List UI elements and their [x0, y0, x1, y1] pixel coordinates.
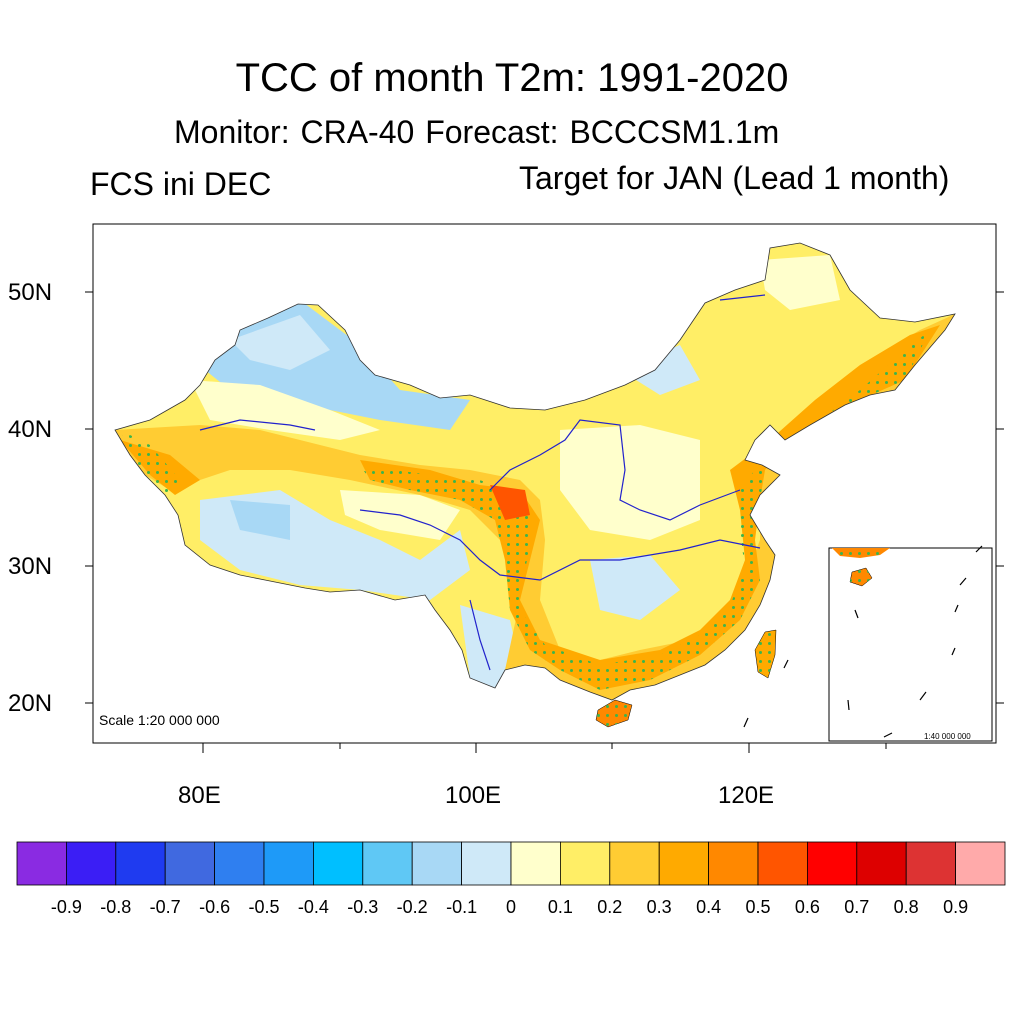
colorbar-tick-label: 0: [505, 897, 516, 917]
lon-label-80e: 80E: [178, 782, 221, 809]
colorbar-tick-label: 0.8: [893, 897, 919, 917]
lat-label-40n: 40N: [8, 416, 53, 443]
lon-label-100e: 100E: [445, 782, 502, 809]
colorbar-swatch: [461, 841, 512, 886]
china-field: [115, 243, 955, 700]
colorbar-swatch: [16, 841, 67, 886]
colorbar-tick-label: -0.8: [100, 897, 132, 917]
colorbar-swatch: [905, 841, 957, 886]
china-border: [114, 242, 956, 701]
colorbar-swatch: [609, 841, 660, 886]
colorbar-swatch: [560, 841, 611, 886]
colorbar-swatch: [312, 841, 364, 886]
nine-dash-line: [743, 545, 983, 738]
colorbar-swatch: [510, 841, 561, 886]
target-label: Target for JAN (Lead 1 month): [519, 160, 950, 196]
inset-scale-label: 1:40 000 000: [924, 732, 971, 741]
colorbar-tick-label: -0.6: [199, 897, 231, 917]
colorbar-tick-label: 0.7: [844, 897, 870, 917]
colorbar: [16, 841, 1006, 886]
lon-label-120e: 120E: [718, 782, 775, 809]
colorbar-tick-label: -0.2: [396, 897, 428, 917]
init-label: FCS ini DEC: [90, 166, 272, 202]
rivers: [199, 294, 766, 671]
colorbar-tick-label: 0.6: [794, 897, 820, 917]
colorbar-tick-label: 0.2: [597, 897, 623, 917]
colorbar-swatch: [66, 841, 117, 886]
colorbar-swatch: [411, 841, 463, 886]
lat-label-20n: 20N: [8, 690, 53, 717]
lat-label-30n: 30N: [8, 553, 53, 580]
colorbar-swatch: [658, 841, 710, 886]
colorbar-swatch: [955, 841, 1006, 886]
colorbar-tick-label: -0.3: [347, 897, 379, 917]
colorbar-tick-label: -0.7: [149, 897, 181, 917]
colorbar-tick-label: 0.5: [745, 897, 771, 917]
lat-label-50n: 50N: [8, 279, 53, 306]
colorbar-tick-label: 0.9: [943, 897, 969, 917]
colorbar-swatch: [362, 841, 413, 886]
colorbar-swatch: [164, 841, 215, 886]
colorbar-tick-label: 0.4: [696, 897, 722, 917]
colorbar-swatch: [115, 841, 166, 886]
colorbar-swatch: [214, 841, 265, 886]
colorbar-tick-label: 0.3: [646, 897, 672, 917]
colorbar-swatch: [757, 841, 808, 886]
colorbar-swatch: [263, 841, 314, 886]
axis-ticks: [85, 291, 1004, 753]
colorbar-tick-label: 0.1: [547, 897, 573, 917]
colorbar-tick-label: -0.1: [446, 897, 478, 917]
colorbar-tick-label: -0.4: [297, 897, 329, 917]
colorbar-swatch: [807, 841, 858, 886]
colorbar-tick-label: -0.9: [50, 897, 82, 917]
scale-label: Scale 1:20 000 000: [99, 712, 220, 728]
colorbar-tick-label: -0.5: [248, 897, 280, 917]
chart-subtitle: Monitor: CRA-40 Forecast: BCCCSM1.1m: [174, 114, 780, 150]
chart-title: TCC of month T2m: 1991-2020: [235, 56, 789, 100]
colorbar-swatch: [856, 841, 907, 886]
colorbar-swatch: [708, 841, 759, 886]
